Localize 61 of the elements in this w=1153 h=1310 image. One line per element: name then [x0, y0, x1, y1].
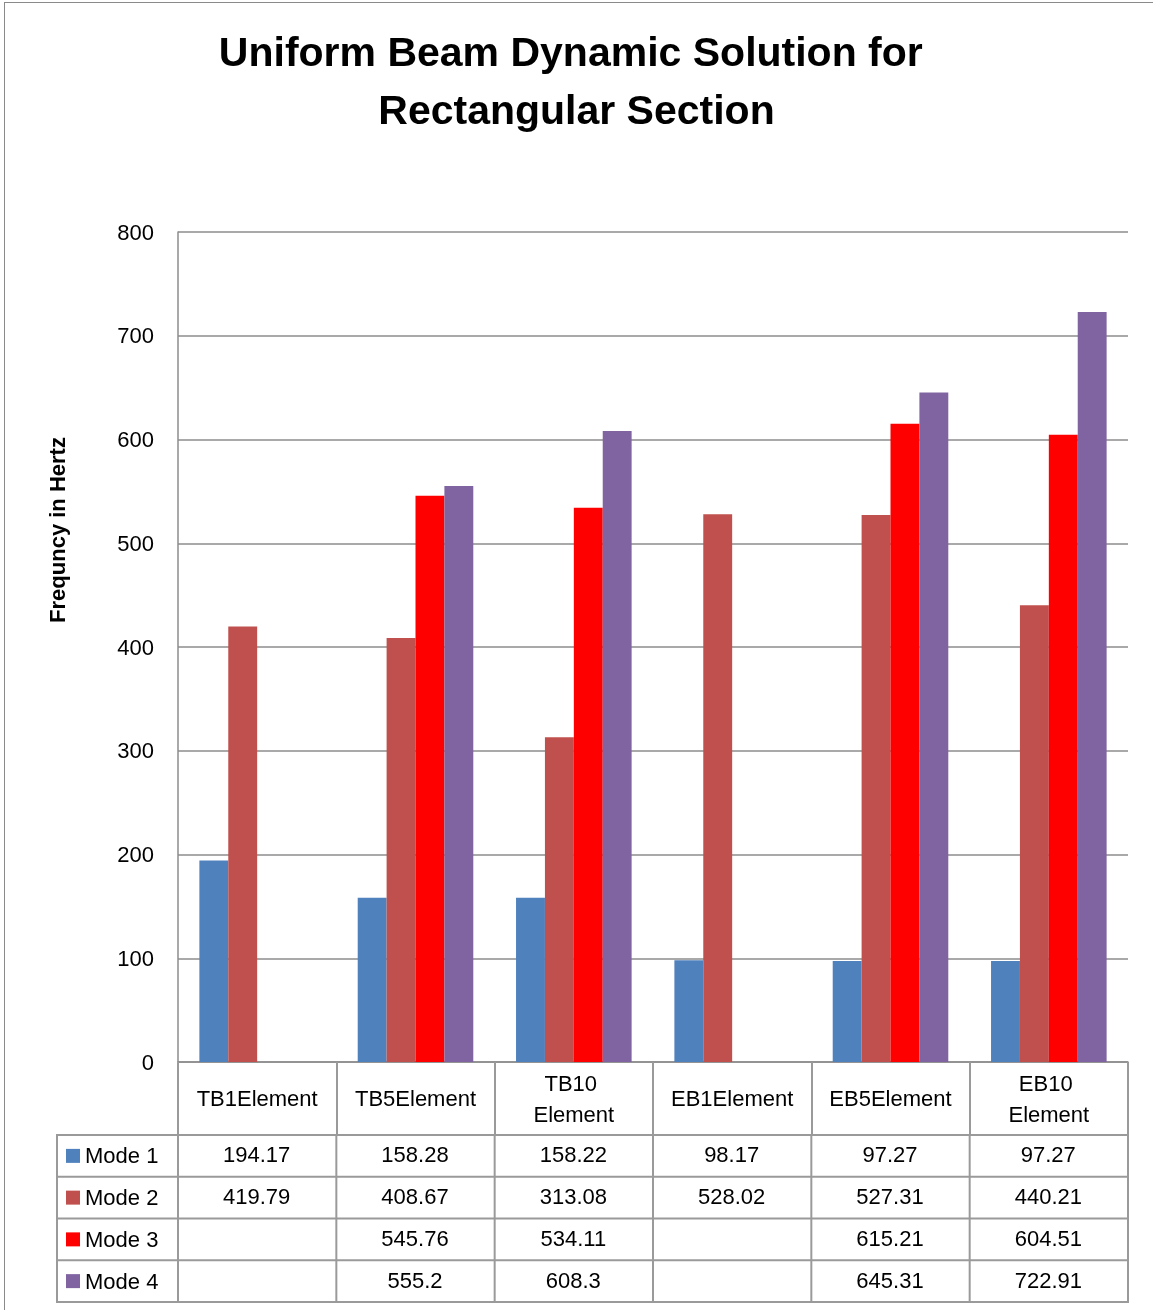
bar — [602, 430, 632, 1062]
x-tick-label: EB10 Element — [1007, 1070, 1089, 1126]
data-label: 419.79 — [223, 1184, 291, 1211]
bar — [832, 960, 862, 1062]
bar — [990, 960, 1020, 1062]
data-label: 98.17 — [704, 1142, 760, 1169]
bar — [573, 507, 603, 1062]
data-label: 194.17 — [223, 1142, 291, 1169]
bar — [1019, 604, 1049, 1062]
data-label: 313.08 — [539, 1184, 607, 1211]
data-label: 615.21 — [856, 1225, 924, 1252]
data-label: 408.67 — [381, 1184, 449, 1211]
bar — [673, 959, 703, 1062]
data-label: 97.27 — [1020, 1142, 1076, 1169]
legend-label: Mode 2 — [84, 1184, 158, 1210]
bar — [861, 514, 890, 1062]
bar — [702, 513, 732, 1062]
bar — [544, 736, 574, 1062]
data-label: 440.21 — [1014, 1184, 1082, 1211]
y-tick-label: 0 — [141, 1049, 154, 1074]
data-label: 608.3 — [545, 1267, 601, 1294]
y-tick-label: 400 — [116, 634, 154, 659]
data-label: 527.31 — [856, 1184, 924, 1211]
bar — [357, 897, 387, 1062]
x-tick-label: EB5Element — [828, 1085, 952, 1111]
bar — [918, 391, 948, 1062]
data-label: 545.76 — [381, 1225, 449, 1252]
data-label: 97.27 — [862, 1142, 918, 1169]
bar — [1048, 434, 1078, 1062]
y-tick-label: 300 — [116, 737, 154, 763]
data-label: 555.2 — [387, 1267, 443, 1294]
data-label: 158.22 — [539, 1142, 607, 1169]
bar — [515, 897, 545, 1062]
y-axis-title: Frequncy in Hertz — [44, 436, 69, 623]
data-label: 645.31 — [856, 1267, 924, 1294]
bar — [1077, 311, 1107, 1062]
legend-label: Mode 1 — [84, 1142, 158, 1168]
y-tick-label: 600 — [116, 426, 154, 452]
y-tick-label: 100 — [116, 945, 154, 971]
data-label: 604.51 — [1014, 1225, 1082, 1252]
bar — [415, 495, 444, 1062]
bar — [227, 625, 257, 1062]
data-label: 158.28 — [381, 1142, 449, 1169]
bar — [443, 485, 473, 1062]
legend-label: Mode 3 — [84, 1226, 158, 1252]
data-label: 534.11 — [540, 1225, 607, 1252]
bar — [890, 423, 919, 1062]
x-tick-label: EB1Element — [670, 1085, 793, 1111]
legend-label: Mode 4 — [84, 1268, 158, 1294]
chart-title: Uniform Beam Dynamic Solution for Rectangular Section — [218, 28, 934, 133]
y-tick-label: 200 — [116, 841, 154, 867]
data-label: 528.02 — [698, 1184, 766, 1211]
bar — [386, 637, 415, 1062]
x-tick-label: TB10 Element — [532, 1070, 614, 1126]
bar — [198, 860, 228, 1062]
x-tick-label: TB1Element — [196, 1085, 318, 1111]
y-tick-label: 700 — [116, 322, 154, 348]
data-label: 722.91 — [1014, 1267, 1082, 1294]
x-tick-label: TB5Element — [354, 1085, 476, 1111]
y-tick-label: 800 — [116, 219, 154, 244]
y-tick-label: 500 — [116, 530, 154, 556]
